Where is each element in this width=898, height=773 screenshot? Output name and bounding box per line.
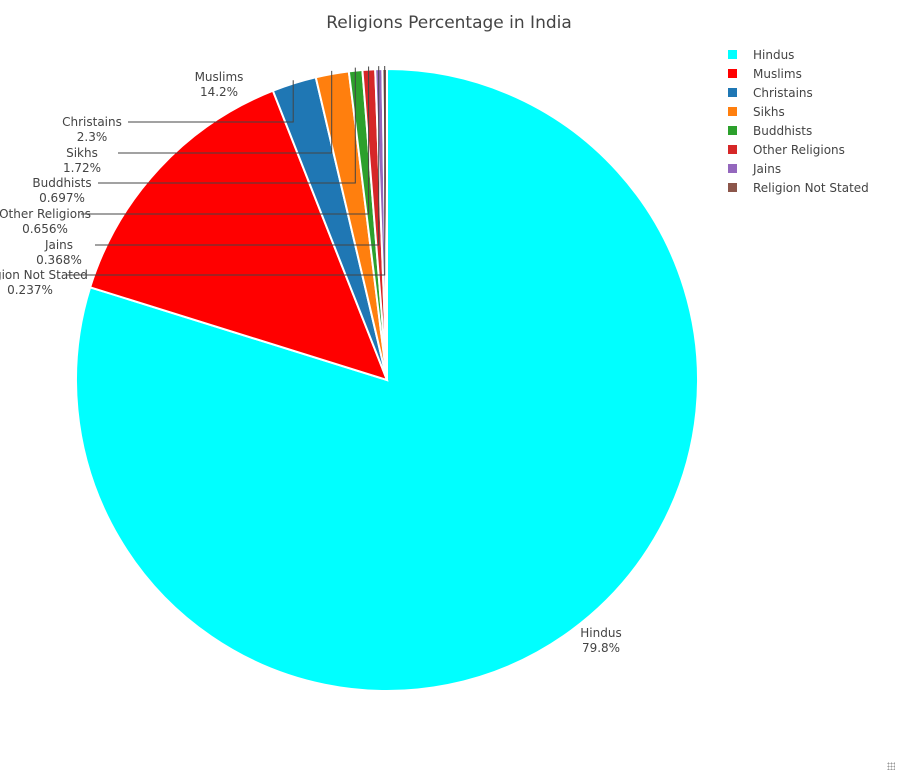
slice-label-name: Buddhists xyxy=(32,176,91,190)
slice-label-percent: 2.3% xyxy=(77,130,108,144)
legend-swatch xyxy=(728,50,737,59)
slice-label-name: Muslims xyxy=(195,70,244,84)
slice-label-jains: Jains 0.368% xyxy=(36,238,82,267)
slice-label-hindus: Hindus 79.8% xyxy=(580,626,621,655)
leader-line-sikhs xyxy=(118,70,333,154)
leader-line-buddhists xyxy=(98,67,356,184)
leader-line-other-religions xyxy=(81,66,370,215)
chart-title: Religions Percentage in India xyxy=(326,13,572,33)
legend-label: Buddhists xyxy=(753,124,812,138)
slice-label-percent: 0.656% xyxy=(22,222,68,236)
legend-item-sikhs[interactable]: Sikhs xyxy=(728,105,785,119)
legend-label: Religion Not Stated xyxy=(753,181,869,195)
legend-swatch xyxy=(728,183,737,192)
legend-item-buddhists[interactable]: Buddhists xyxy=(728,124,812,138)
legend-label: Sikhs xyxy=(753,105,785,119)
label-leader-lines xyxy=(66,66,386,276)
slice-label-name: Hindus xyxy=(580,626,621,640)
pie-slices xyxy=(75,67,699,692)
legend-item-muslims[interactable]: Muslims xyxy=(728,67,802,81)
slice-label-percent: 0.368% xyxy=(36,253,82,267)
slice-label-name: Sikhs xyxy=(66,146,98,160)
legend-item-other-religions[interactable]: Other Religions xyxy=(728,143,845,157)
slice-label-percent: 0.697% xyxy=(39,191,85,205)
resize-handle-icon[interactable] xyxy=(887,762,895,770)
legend-label: Jains xyxy=(752,162,781,176)
slice-label-muslims: Muslims 14.2% xyxy=(195,70,244,99)
slice-label-other-religions: Other Religions 0.656% xyxy=(0,207,91,236)
legend-item-hindus[interactable]: Hindus xyxy=(728,48,794,62)
slice-label-percent: 1.72% xyxy=(63,161,101,175)
legend-item-religion-not-stated[interactable]: Religion Not Stated xyxy=(728,181,869,195)
legend: Hindus Muslims Christains Sikhs Buddhists Oth… xyxy=(728,48,869,195)
legend-swatch xyxy=(728,164,737,173)
legend-label: Christains xyxy=(753,86,813,100)
slice-label-percent: 0.237% xyxy=(7,283,53,297)
leader-line-christains xyxy=(128,80,294,123)
slice-label-name: Other Religions xyxy=(0,207,91,221)
slice-label-percent: 79.8% xyxy=(582,641,620,655)
legend-label: Muslims xyxy=(753,67,802,81)
slice-label-sikhs: Sikhs 1.72% xyxy=(63,146,101,175)
slice-label-name: Christains xyxy=(62,115,122,129)
legend-item-christains[interactable]: Christains xyxy=(728,86,813,100)
legend-swatch xyxy=(728,126,737,135)
slice-labels: Hindus 79.8%Muslims 14.2%Christains 2.3%Sik… xyxy=(0,70,622,655)
pie-slice-muslims[interactable] xyxy=(88,89,389,382)
legend-label: Other Religions xyxy=(753,143,845,157)
legend-swatch xyxy=(728,107,737,116)
legend-swatch xyxy=(728,88,737,97)
leader-line-religion-not-stated xyxy=(66,66,386,276)
legend-label: Hindus xyxy=(753,48,794,62)
slice-label-christains: Christains 2.3% xyxy=(62,115,122,144)
slice-label-buddhists: Buddhists 0.697% xyxy=(32,176,91,205)
legend-swatch xyxy=(728,69,737,78)
leader-line-jains xyxy=(95,66,380,246)
slice-label-name: Jains xyxy=(44,238,73,252)
legend-item-jains[interactable]: Jains xyxy=(728,162,781,176)
slice-label-name: Religion Not Stated xyxy=(0,268,88,282)
legend-swatch xyxy=(728,145,737,154)
slice-label-percent: 14.2% xyxy=(200,85,238,99)
